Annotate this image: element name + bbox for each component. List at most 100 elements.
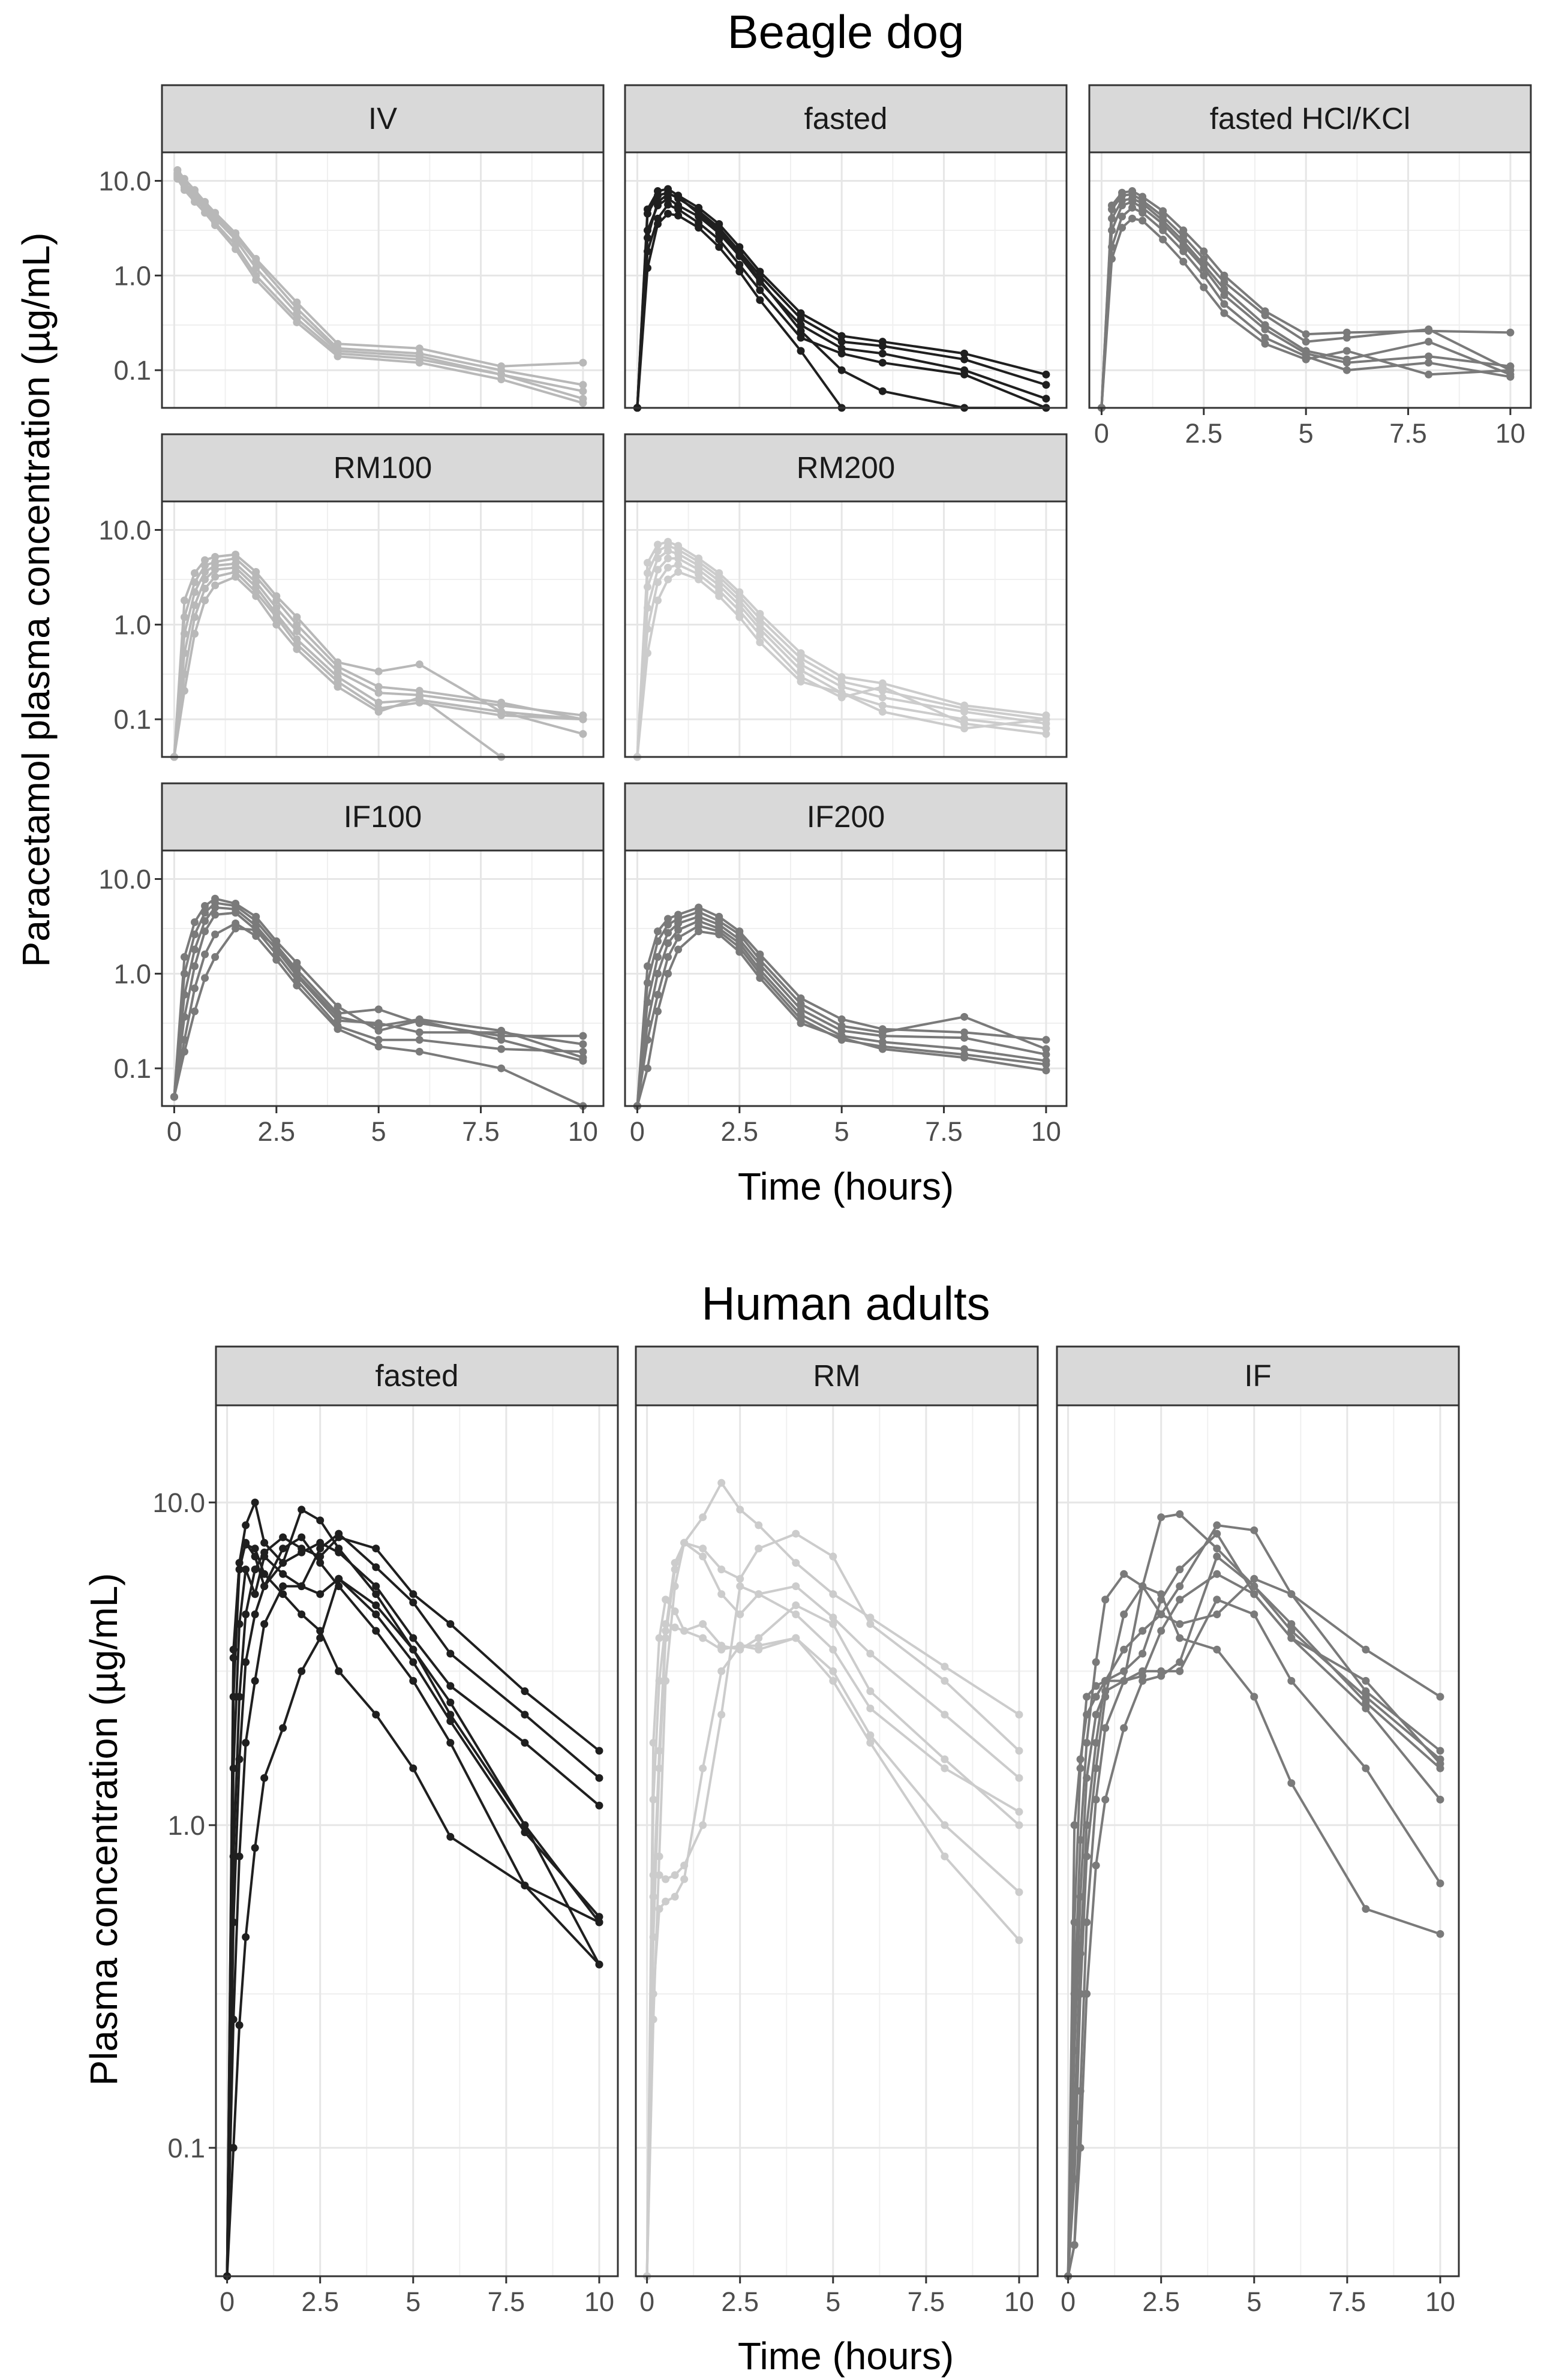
data-point bbox=[1139, 1649, 1147, 1658]
strip-if200 bbox=[624, 782, 1068, 852]
data-point bbox=[649, 1990, 657, 1998]
data-point bbox=[335, 1533, 343, 1541]
series-6 bbox=[170, 924, 587, 1101]
data-point bbox=[643, 625, 651, 633]
data-point bbox=[191, 1007, 199, 1015]
data-point bbox=[829, 1590, 837, 1598]
data-point bbox=[1128, 203, 1137, 212]
series-5 bbox=[633, 209, 846, 412]
data-point bbox=[941, 1821, 949, 1829]
data-point bbox=[699, 1513, 707, 1522]
data-point bbox=[180, 1047, 188, 1056]
data-point bbox=[695, 575, 703, 584]
panel-background bbox=[1089, 152, 1531, 408]
data-point bbox=[662, 1620, 670, 1628]
data-point bbox=[655, 1764, 663, 1772]
data-point bbox=[334, 1002, 342, 1011]
data-point bbox=[251, 1544, 259, 1553]
data-point bbox=[960, 370, 969, 378]
data-point bbox=[664, 200, 672, 209]
data-point bbox=[792, 1582, 800, 1591]
data-point bbox=[409, 1645, 417, 1654]
strip-label: IV bbox=[368, 101, 397, 136]
data-point bbox=[279, 1724, 287, 1732]
top-x-axis-title: Time (hours) bbox=[738, 1165, 954, 1208]
data-point bbox=[941, 1764, 949, 1772]
data-point bbox=[643, 604, 651, 612]
data-point bbox=[446, 1620, 455, 1628]
data-point bbox=[1213, 1645, 1221, 1654]
data-point bbox=[201, 927, 209, 936]
data-point bbox=[251, 1676, 259, 1685]
data-point bbox=[654, 220, 662, 228]
data-point bbox=[797, 666, 805, 674]
data-point bbox=[409, 1676, 417, 1685]
data-point bbox=[191, 613, 199, 621]
x-tick-label: 10 bbox=[1031, 1116, 1061, 1147]
data-point bbox=[1083, 1990, 1091, 1998]
data-point bbox=[695, 927, 703, 936]
series-4 bbox=[1064, 1582, 1444, 2280]
data-point bbox=[735, 613, 744, 621]
data-point bbox=[1083, 1711, 1091, 1719]
data-point bbox=[755, 1590, 763, 1598]
data-point bbox=[1200, 271, 1208, 280]
data-point bbox=[1250, 1693, 1258, 1701]
data-point bbox=[229, 2144, 238, 2152]
data-point bbox=[1287, 1634, 1296, 1642]
data-point bbox=[372, 1627, 380, 1635]
data-point bbox=[699, 1821, 707, 1829]
data-point bbox=[792, 1529, 800, 1538]
data-point bbox=[643, 558, 651, 567]
data-point bbox=[671, 1607, 679, 1615]
data-point bbox=[878, 683, 887, 691]
x-tick-label: 2.5 bbox=[301, 2286, 339, 2317]
data-point bbox=[252, 592, 260, 600]
data-point bbox=[941, 1663, 949, 1671]
data-point bbox=[654, 547, 662, 555]
data-point bbox=[1362, 1764, 1370, 1772]
data-point bbox=[293, 613, 301, 621]
panel-background bbox=[625, 501, 1067, 757]
series-line bbox=[173, 911, 583, 1097]
data-point bbox=[715, 226, 723, 235]
data-point bbox=[837, 1033, 846, 1042]
data-point bbox=[521, 1821, 529, 1829]
data-point bbox=[497, 711, 506, 720]
data-point bbox=[1070, 1821, 1079, 1829]
data-point bbox=[446, 1698, 455, 1706]
data-point bbox=[1101, 1724, 1110, 1732]
x-tick-label: 2.5 bbox=[1185, 418, 1223, 449]
data-point bbox=[792, 1610, 800, 1619]
data-point bbox=[1287, 1590, 1296, 1598]
x-tick-label: 0 bbox=[630, 1116, 645, 1147]
data-point bbox=[497, 375, 506, 383]
data-point bbox=[1139, 1627, 1147, 1635]
data-point bbox=[316, 1559, 325, 1567]
data-point bbox=[792, 1634, 800, 1642]
data-point bbox=[664, 190, 672, 199]
data-point bbox=[715, 592, 723, 600]
data-point bbox=[866, 1620, 875, 1628]
data-point bbox=[1261, 325, 1269, 333]
data-point bbox=[372, 1610, 380, 1619]
data-point bbox=[1436, 1930, 1444, 1938]
series-8 bbox=[223, 1540, 603, 2280]
data-point bbox=[232, 909, 240, 917]
data-point bbox=[643, 583, 651, 591]
data-point bbox=[201, 917, 209, 925]
data-point bbox=[1120, 1676, 1128, 1685]
data-point bbox=[1287, 1620, 1296, 1628]
data-point bbox=[837, 689, 846, 697]
data-point bbox=[1287, 1676, 1296, 1685]
panel-border bbox=[1056, 1404, 1460, 2277]
panel-background bbox=[625, 152, 1067, 408]
data-point bbox=[279, 1590, 287, 1598]
data-point bbox=[180, 186, 188, 194]
data-point bbox=[829, 1645, 837, 1654]
data-point bbox=[866, 1687, 875, 1696]
x-tick-label: 10 bbox=[1425, 2286, 1455, 2317]
data-point bbox=[1179, 226, 1188, 235]
data-point bbox=[279, 1544, 287, 1553]
x-tick-label: 7.5 bbox=[925, 1116, 963, 1147]
